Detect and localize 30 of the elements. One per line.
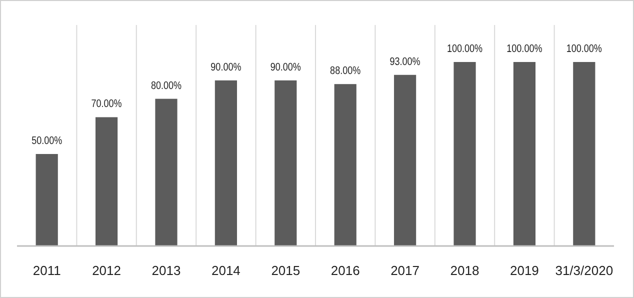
x-tick-label: 2016 xyxy=(330,263,360,278)
bar xyxy=(36,154,58,246)
data-label: 100.00% xyxy=(566,43,602,56)
bar xyxy=(274,80,297,246)
bar xyxy=(334,84,356,246)
x-tick-label: 2013 xyxy=(152,263,181,278)
bar xyxy=(513,62,536,246)
data-label: 80.00% xyxy=(150,80,182,92)
data-label: 93.00% xyxy=(390,56,420,68)
x-tick-label: 2011 xyxy=(32,263,61,278)
x-tick-label: 2015 xyxy=(271,263,300,278)
x-tick-label: 2018 xyxy=(450,263,480,278)
x-tick-label: 31/3/2020 xyxy=(555,263,614,278)
data-label: 90.00% xyxy=(270,62,301,74)
x-tick-label: 2012 xyxy=(92,263,122,278)
x-tick-label: 2019 xyxy=(510,263,539,278)
bar xyxy=(573,62,596,246)
bar xyxy=(394,74,416,246)
data-label: 90.00% xyxy=(210,62,242,74)
data-label: 100.00% xyxy=(506,43,542,56)
x-tick-label: 2014 xyxy=(211,263,240,278)
bar xyxy=(454,62,476,246)
data-label: 50.00% xyxy=(32,135,62,148)
bar xyxy=(155,98,178,246)
data-label: 70.00% xyxy=(91,98,122,110)
x-tick-label: 2017 xyxy=(390,263,420,278)
bar xyxy=(96,117,118,246)
bar xyxy=(214,80,237,246)
data-label: 100.00% xyxy=(446,43,483,56)
data-label: 88.00% xyxy=(330,65,361,78)
